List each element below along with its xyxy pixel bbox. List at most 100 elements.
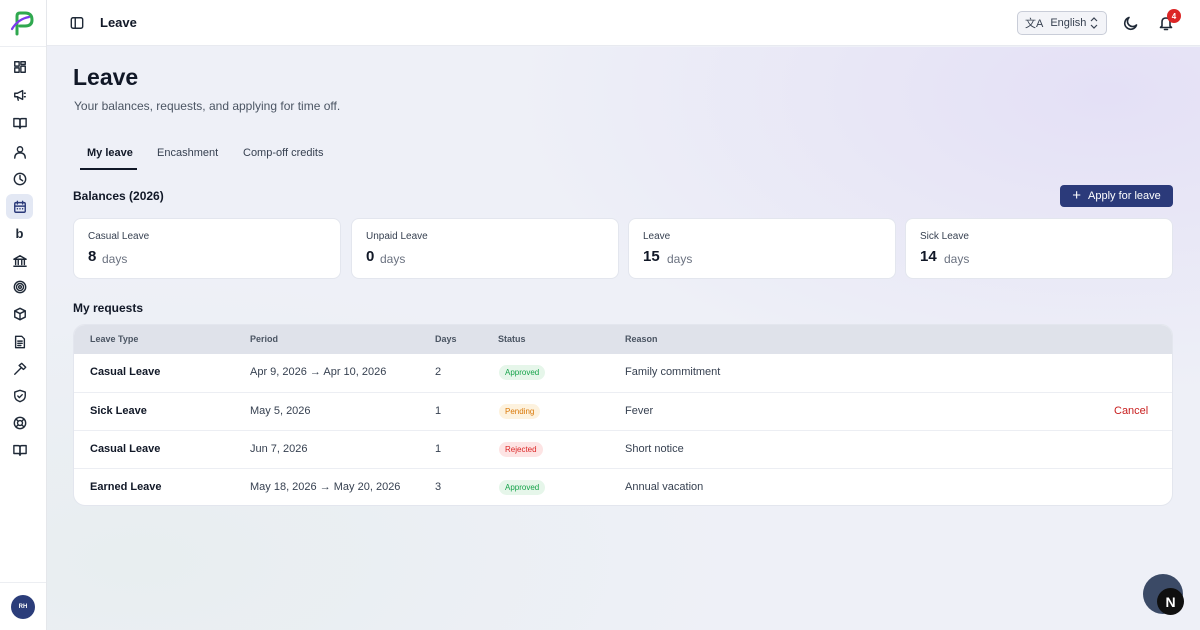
sidebar: b RH <box>0 0 47 630</box>
days-cell: 1 <box>435 443 442 455</box>
tab-my-leave[interactable]: My leave <box>87 147 133 159</box>
lifebuoy-icon <box>13 416 26 429</box>
sidebar-item-goals[interactable] <box>6 274 33 299</box>
megaphone-icon <box>13 89 26 101</box>
table-row: Casual Leave Apr 9, 2026 → Apr 10, 2026 … <box>74 354 1172 392</box>
tab-bar: My leave Encashment Comp-off credits <box>80 137 340 171</box>
status-badge: Pending <box>499 404 541 419</box>
document-icon <box>14 335 25 348</box>
top-bar: Leave 文A English 4 <box>47 0 1200 46</box>
balance-unit: days <box>380 252 406 266</box>
balance-value: 0 <box>366 248 375 265</box>
clock-icon <box>13 172 26 185</box>
balance-card-sick: Sick Leave 14 days <box>905 218 1173 279</box>
reason-cell: Short notice <box>625 443 684 455</box>
sidebar-item-attendance[interactable] <box>6 166 33 191</box>
sidebar-item-assets[interactable] <box>6 301 33 326</box>
box-icon <box>13 307 26 320</box>
column-header: Days <box>435 334 457 344</box>
balance-card-unpaid: Unpaid Leave 0 days <box>351 218 619 279</box>
table-header: Leave Type Period Days Status Reason <box>74 325 1172 354</box>
language-label: English <box>1050 17 1087 29</box>
balance-card-leave: Leave 15 days <box>628 218 896 279</box>
balance-value: 15 <box>643 248 660 265</box>
target-icon <box>13 280 26 293</box>
balance-value: 14 <box>920 248 937 265</box>
shield-check-icon <box>13 389 26 402</box>
requests-title: My requests <box>73 301 144 315</box>
bank-icon <box>12 254 27 267</box>
sidebar-item-benefits[interactable]: b <box>6 221 33 246</box>
status-badge: Approved <box>499 480 546 495</box>
reason-cell: Family commitment <box>625 366 721 378</box>
hammer-icon <box>13 362 26 375</box>
n-brand-icon[interactable]: N <box>1157 588 1184 615</box>
active-tab-indicator <box>80 168 137 170</box>
balances-title: Balances (2026) <box>73 189 164 203</box>
period-cell: May 18, 2026 → May 20, 2026 <box>250 481 401 493</box>
plus-icon: + <box>1072 187 1081 204</box>
leave-type-cell: Casual Leave <box>90 366 161 378</box>
topbar-title: Leave <box>100 15 137 30</box>
app-logo-icon[interactable] <box>8 9 36 37</box>
b-brand-icon: b <box>15 226 24 241</box>
sidebar-item-guides[interactable] <box>6 437 33 462</box>
page-title: Leave <box>73 64 139 90</box>
tab-encashment[interactable]: Encashment <box>157 147 219 159</box>
sidebar-item-documents[interactable] <box>6 329 33 354</box>
leave-type-cell: Earned Leave <box>90 481 162 493</box>
balance-name: Casual Leave <box>88 231 150 242</box>
days-cell: 2 <box>435 366 442 378</box>
sidebar-item-dashboard[interactable] <box>6 54 33 79</box>
balance-value: 8 <box>88 248 97 265</box>
column-header: Status <box>498 334 526 344</box>
sidebar-item-help[interactable] <box>6 410 33 435</box>
panel-left-icon <box>70 17 84 29</box>
status-badge: Approved <box>499 365 546 380</box>
sidebar-item-leave[interactable] <box>6 194 33 219</box>
sidebar-item-handbook[interactable] <box>6 110 33 135</box>
apply-for-leave-button[interactable]: + Apply for leave <box>1060 185 1173 207</box>
dashboard-icon <box>13 60 26 73</box>
requests-table: Leave Type Period Days Status Reason Cas… <box>73 324 1173 506</box>
sidebar-item-announcements[interactable] <box>6 82 33 107</box>
theme-toggle-button[interactable] <box>1123 15 1139 31</box>
balance-name: Sick Leave <box>920 231 969 242</box>
leave-type-cell: Casual Leave <box>90 443 161 455</box>
sidebar-item-profile[interactable] <box>6 139 33 164</box>
sidebar-toggle-button[interactable] <box>70 16 84 30</box>
sidebar-item-tools[interactable] <box>6 356 33 381</box>
reason-cell: Annual vacation <box>625 481 704 493</box>
apply-for-leave-label: Apply for leave <box>1088 190 1161 202</box>
calendar-icon <box>13 200 26 213</box>
open-book-icon <box>12 444 27 456</box>
table-row: Casual Leave Jun 7, 2026 1 Rejected Shor… <box>74 430 1172 468</box>
column-header: Leave Type <box>90 334 139 344</box>
period-cell: Apr 9, 2026 → Apr 10, 2026 <box>250 366 387 378</box>
cancel-request-link[interactable]: Cancel <box>1114 405 1149 417</box>
sidebar-divider-bottom <box>0 582 46 583</box>
page-subtitle: Your balances, requests, and applying fo… <box>74 99 341 113</box>
balance-card-casual: Casual Leave 8 days <box>73 218 341 279</box>
sidebar-divider <box>0 46 46 47</box>
tab-comp-off-credits[interactable]: Comp-off credits <box>243 147 324 159</box>
days-cell: 3 <box>435 481 442 493</box>
sidebar-item-payroll[interactable] <box>6 248 33 273</box>
period-cell: Jun 7, 2026 <box>250 443 308 455</box>
balance-unit: days <box>944 252 970 266</box>
language-select[interactable]: 文A English <box>1017 11 1107 35</box>
balance-name: Leave <box>643 231 671 242</box>
sidebar-item-compliance[interactable] <box>6 383 33 408</box>
notification-count-badge: 4 <box>1167 9 1181 23</box>
days-cell: 1 <box>435 405 442 417</box>
chevron-up-down-icon <box>1090 17 1098 29</box>
balance-unit: days <box>102 252 128 266</box>
translate-icon: 文A <box>1025 18 1044 30</box>
book-open-icon <box>12 117 27 129</box>
avatar[interactable]: RH <box>11 595 35 619</box>
moon-icon <box>1123 16 1138 31</box>
table-row: Earned Leave May 18, 2026 → May 20, 2026… <box>74 468 1172 505</box>
main-content: Leave Your balances, requests, and apply… <box>47 47 1200 630</box>
user-icon <box>13 145 26 159</box>
leave-type-cell: Sick Leave <box>90 405 147 417</box>
